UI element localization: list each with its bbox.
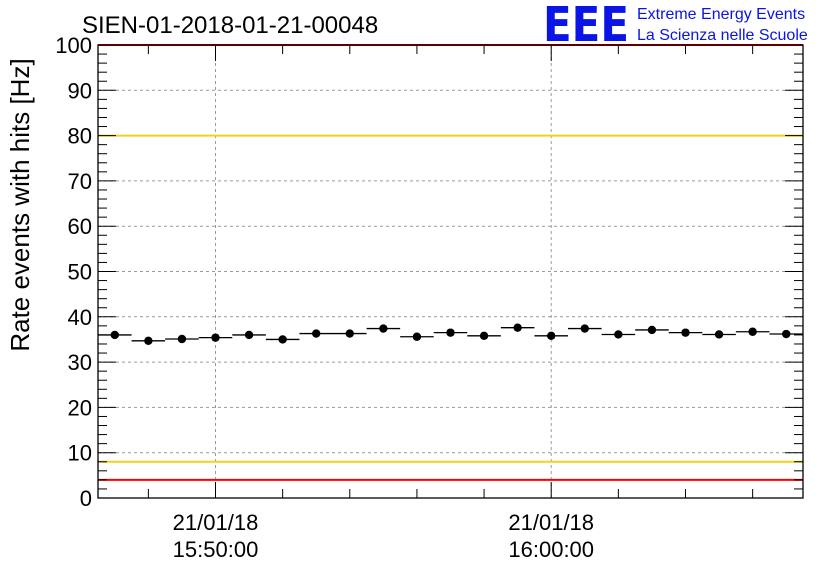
data-point <box>479 331 489 341</box>
data-point <box>681 328 690 337</box>
reference-lines <box>98 44 803 481</box>
data-point <box>177 334 187 344</box>
data-point <box>211 333 220 342</box>
chart-title: SIEN-01-2018-01-21-00048 <box>82 12 378 39</box>
data-point <box>580 324 589 333</box>
data-point <box>144 336 153 346</box>
y-axis-label: Rate events with hits [Hz] <box>5 58 35 351</box>
data-point <box>278 335 287 344</box>
y-tick-label: 20 <box>68 395 92 420</box>
data-point <box>412 332 422 341</box>
y-tick-label: 70 <box>68 169 92 194</box>
plot-frame <box>97 44 804 499</box>
grid-lines <box>98 45 803 498</box>
y-tick-label: 80 <box>68 124 92 149</box>
eee-logo-letters: EEE <box>543 0 629 53</box>
y-tick-label: 0 <box>80 486 92 511</box>
data-point <box>244 330 254 340</box>
data-point <box>513 323 522 332</box>
data-points <box>98 323 803 346</box>
data-point <box>446 328 455 337</box>
data-point <box>547 331 556 341</box>
x-tick-date-label: 21/01/18 <box>508 510 594 535</box>
data-point <box>110 330 119 340</box>
eee-logo: EEE Extreme Energy Events La Scienza nel… <box>543 0 808 53</box>
data-point <box>647 325 657 335</box>
x-tick-time-label: 15:50:00 <box>173 537 259 562</box>
data-point <box>614 330 623 339</box>
y-tick-label: 40 <box>68 305 92 330</box>
data-point <box>748 327 757 336</box>
logo-line-1: Extreme Energy Events <box>637 6 805 23</box>
data-point <box>379 324 388 333</box>
data-point <box>714 330 724 339</box>
y-tick-label: 100 <box>55 33 92 58</box>
logo-line-2: La Scienza nelle Scuole <box>637 27 808 44</box>
y-tick-label: 50 <box>68 260 92 285</box>
y-tick-label: 90 <box>68 78 92 103</box>
axis-ticks <box>98 44 803 499</box>
data-point <box>345 329 354 338</box>
data-point <box>782 329 791 339</box>
y-tick-label: 60 <box>68 214 92 239</box>
y-tick-label: 10 <box>68 441 92 466</box>
x-tick-time-label: 16:00:00 <box>508 537 594 562</box>
tick-labels: 010203040506070809010021/01/1815:50:0021… <box>55 33 594 562</box>
y-tick-label: 30 <box>68 350 92 375</box>
x-tick-date-label: 21/01/18 <box>173 510 259 535</box>
data-point <box>312 329 321 338</box>
